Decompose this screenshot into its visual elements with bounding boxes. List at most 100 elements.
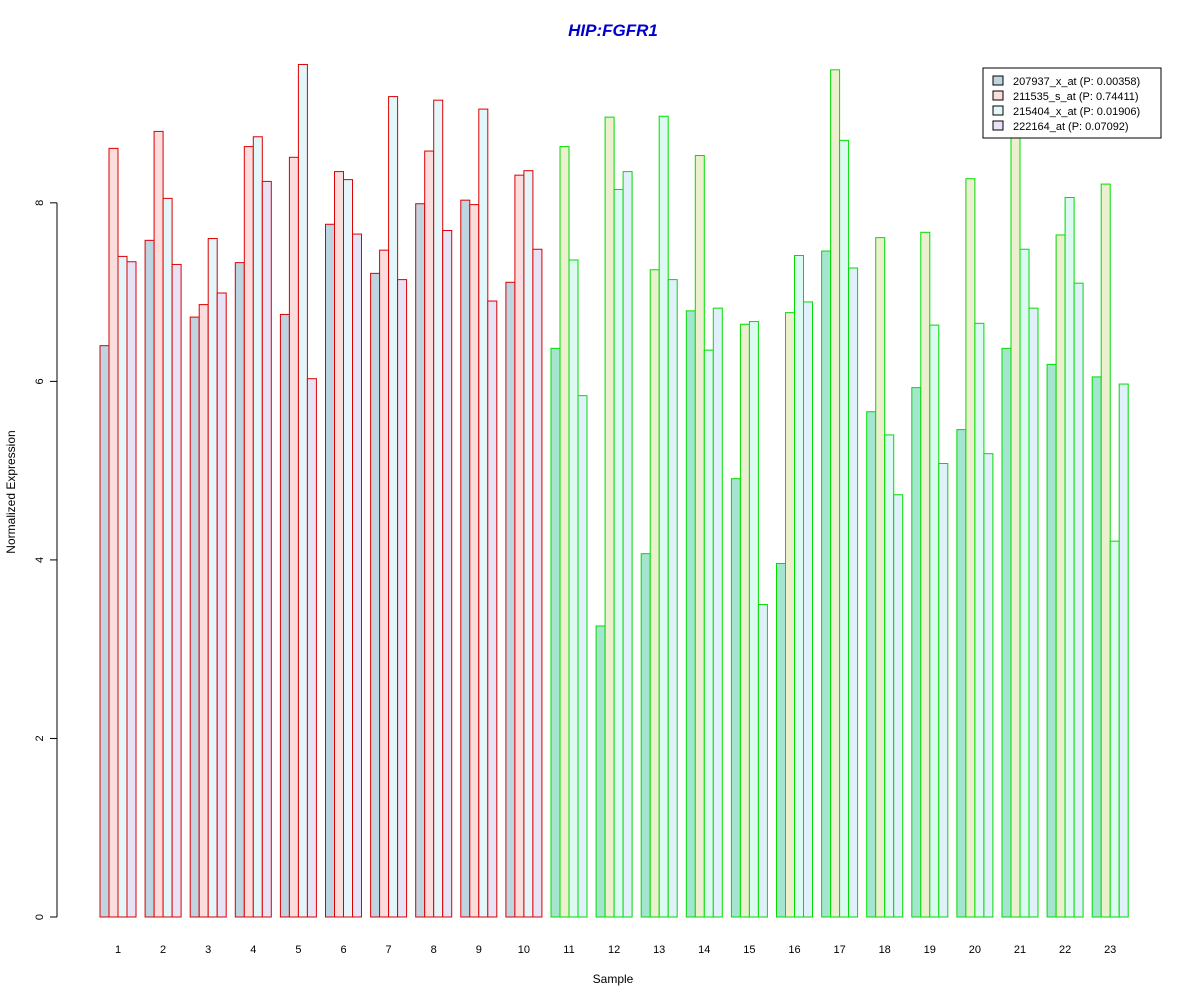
x-tick-label: 17	[833, 944, 845, 956]
bar-sample-22-series-4	[1073, 282, 1084, 918]
bar-sample-7-series-1	[370, 272, 381, 918]
chart-title: HIP:FGFR1	[568, 21, 658, 40]
legend-swatch	[992, 105, 1004, 116]
x-tick-label: 22	[1059, 944, 1071, 956]
bar-sample-17-series-1	[821, 250, 832, 918]
bar-sample-9-series-4	[487, 300, 498, 918]
x-tick-label: 12	[608, 944, 620, 956]
bar-sample-7-series-4	[397, 279, 408, 918]
bar-sample-11-series-1	[550, 347, 561, 918]
bar-sample-19-series-2	[920, 231, 931, 918]
y-tick-label: 0	[34, 914, 46, 920]
bar-sample-15-series-3	[748, 321, 759, 918]
legend-swatch	[992, 75, 1004, 86]
bar-sample-12-series-3	[613, 188, 624, 918]
x-axis: 1 2 3 4 5 6 7 8 9 10 11 12 13 14 15 16 17 18 19 20 21 22 23	[115, 944, 1116, 956]
bar-sample-1-series-4	[126, 261, 137, 918]
x-tick-label: 4	[250, 944, 256, 956]
y-tick-label: 4	[34, 557, 46, 563]
x-tick-label: 15	[743, 944, 755, 956]
bar-sample-16-series-4	[803, 301, 813, 918]
bar-sample-18-series-3	[884, 434, 895, 918]
bar-sample-16-series-1	[776, 562, 786, 918]
bar-sample-10-series-1	[505, 281, 516, 918]
legend-entry-label: 211535_s_at (P: 0.74411)	[1013, 91, 1139, 103]
bar-sample-20-series-2	[965, 178, 976, 918]
bar-sample-16-series-3	[794, 255, 804, 918]
x-tick-label: 8	[431, 944, 437, 956]
bar-sample-18-series-4	[893, 494, 904, 918]
bar-sample-1-series-1	[99, 345, 110, 918]
bar-sample-5-series-3	[297, 63, 308, 918]
bar-sample-13-series-4	[667, 279, 678, 918]
x-tick-label: 13	[653, 944, 665, 956]
y-tick-label: 8	[34, 200, 46, 206]
bar-sample-9-series-1	[460, 199, 471, 918]
bar-sample-17-series-2	[830, 69, 841, 918]
bar-sample-12-series-4	[622, 171, 633, 918]
bar-sample-17-series-3	[839, 139, 850, 918]
bar-sample-10-series-4	[532, 248, 543, 918]
bar-sample-18-series-1	[866, 411, 877, 918]
bar-sample-3-series-4	[216, 292, 227, 918]
x-tick-label: 5	[295, 944, 301, 956]
x-tick-label: 3	[205, 944, 211, 956]
bar-sample-12-series-1	[595, 625, 606, 918]
legend-swatch	[992, 90, 1004, 101]
bar-sample-8-series-2	[424, 150, 435, 918]
bar-sample-10-series-2	[514, 174, 525, 918]
x-tick-label: 16	[788, 944, 800, 956]
bar-sample-4-series-3	[252, 136, 263, 918]
bar-sample-6-series-4	[352, 233, 362, 918]
bar-sample-19-series-4	[938, 463, 949, 918]
bar-sample-15-series-1	[730, 478, 741, 918]
bar-sample-11-series-4	[577, 395, 588, 918]
bar-sample-3-series-1	[189, 316, 200, 918]
bar-sample-2-series-4	[171, 263, 182, 918]
bar-sample-7-series-2	[379, 249, 390, 918]
bar-sample-21-series-2	[1010, 137, 1021, 918]
x-tick-label: 1	[115, 944, 121, 956]
bar-sample-11-series-3	[568, 259, 579, 918]
bar-sample-5-series-2	[288, 156, 299, 918]
x-tick-label: 11	[563, 944, 574, 956]
bar-sample-9-series-2	[469, 204, 480, 918]
x-tick-label: 6	[340, 944, 346, 956]
bar-sample-23-series-3	[1109, 540, 1120, 918]
x-tick-label: 19	[924, 944, 936, 956]
bar-sample-21-series-4	[1028, 307, 1039, 918]
legend-swatch	[992, 120, 1004, 131]
x-tick-label: 2	[160, 944, 166, 956]
bar-sample-1-series-3	[117, 255, 128, 918]
bar-sample-18-series-2	[875, 237, 886, 918]
bar-sample-23-series-2	[1100, 183, 1111, 918]
bar-sample-22-series-3	[1064, 196, 1075, 918]
bar-sample-11-series-2	[559, 146, 570, 918]
x-axis-label: Sample	[593, 972, 634, 986]
bar-sample-4-series-1	[234, 262, 245, 918]
bar-sample-12-series-2	[604, 116, 615, 918]
bar-sample-5-series-1	[279, 313, 290, 918]
bar-sample-1-series-2	[108, 147, 119, 918]
y-axis-label: Normalized Expression	[4, 430, 18, 553]
x-tick-label: 7	[386, 944, 392, 956]
bar-sample-3-series-2	[198, 304, 209, 918]
legend-entry-label: 207937_x_at (P: 0.00358)	[1013, 76, 1140, 88]
bar-sample-7-series-3	[388, 96, 399, 918]
bar-sample-2-series-2	[153, 130, 164, 918]
bar-sample-14-series-4	[712, 307, 723, 918]
bar-sample-5-series-4	[306, 378, 317, 918]
bar-sample-3-series-3	[207, 238, 218, 918]
x-tick-label: 14	[698, 944, 710, 956]
bar-sample-4-series-2	[243, 146, 254, 918]
bar-sample-16-series-2	[785, 312, 795, 918]
bar-sample-23-series-4	[1118, 383, 1129, 918]
bar-sample-22-series-1	[1046, 363, 1057, 918]
bar-sample-21-series-1	[1001, 347, 1012, 918]
bar-sample-10-series-3	[523, 170, 534, 918]
bar-sample-19-series-1	[911, 387, 922, 918]
bar-sample-14-series-2	[694, 155, 705, 918]
bar-sample-13-series-3	[658, 115, 669, 918]
y-tick-label: 6	[34, 378, 46, 384]
bar-sample-15-series-2	[739, 323, 750, 918]
